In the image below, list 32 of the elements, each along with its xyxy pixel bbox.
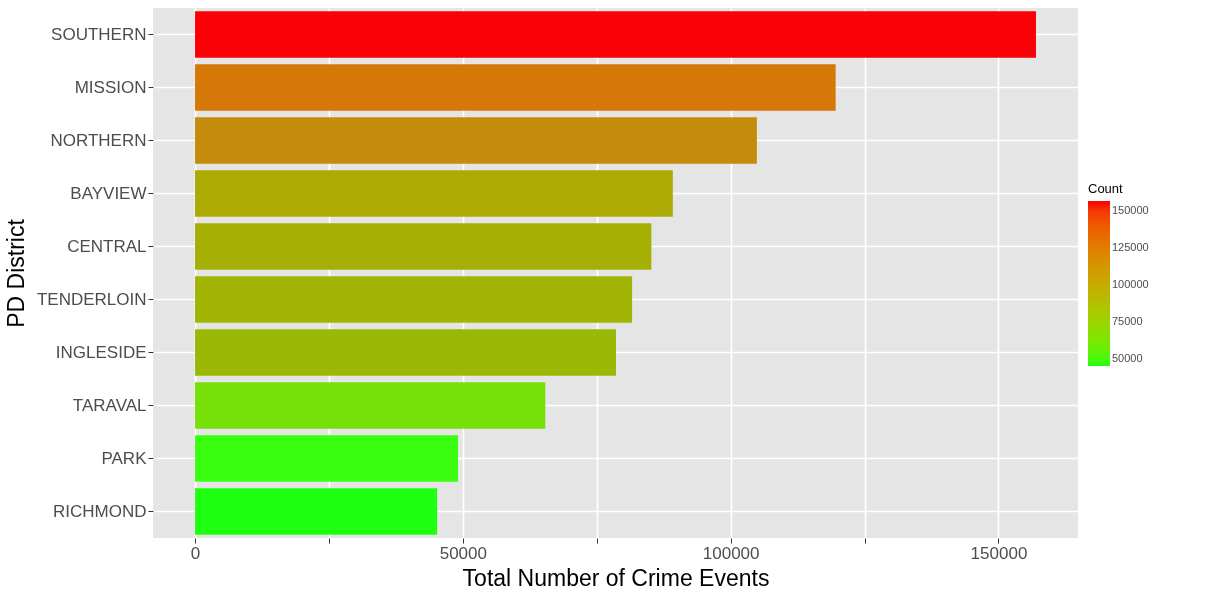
bar bbox=[195, 382, 546, 429]
bar bbox=[195, 329, 617, 376]
color-bar-label: 75000 bbox=[1112, 315, 1143, 328]
y-tick-label: CENTRAL bbox=[67, 236, 147, 256]
x-tick-label: 0 bbox=[190, 543, 201, 563]
y-tick-label: TENDERLOIN bbox=[36, 289, 147, 309]
y-tick-label: RICHMOND bbox=[53, 501, 147, 521]
color-bar-label: 50000 bbox=[1112, 351, 1143, 364]
legend-title: Count bbox=[1088, 181, 1124, 196]
y-tick-label: SOUTHERN bbox=[51, 24, 147, 44]
y-tick-label: NORTHERN bbox=[50, 130, 147, 150]
y-tick-label: BAYVIEW bbox=[70, 183, 147, 203]
y-tick-label: TARAVAL bbox=[72, 395, 147, 415]
x-tick-label: 50000 bbox=[439, 543, 487, 563]
y-tick-label: INGLESIDE bbox=[55, 342, 147, 362]
bar bbox=[195, 64, 836, 111]
y-tick-label: PARK bbox=[101, 448, 148, 468]
bar bbox=[195, 276, 633, 323]
bar bbox=[195, 223, 652, 270]
y-axis-title: PD District bbox=[2, 218, 29, 328]
x-tick-label: 150000 bbox=[970, 543, 1028, 563]
bar bbox=[195, 117, 757, 164]
bar bbox=[195, 11, 1036, 58]
x-tick-label: 100000 bbox=[702, 543, 760, 563]
bar bbox=[195, 488, 438, 535]
bar bbox=[195, 170, 673, 217]
color-bar-label: 150000 bbox=[1112, 204, 1149, 217]
color-bar-label: 125000 bbox=[1112, 241, 1149, 254]
y-tick-label: MISSION bbox=[74, 77, 147, 97]
bar bbox=[195, 435, 459, 482]
x-axis-title: Total Number of Crime Events bbox=[462, 564, 770, 591]
color-bar-label: 100000 bbox=[1112, 278, 1149, 291]
